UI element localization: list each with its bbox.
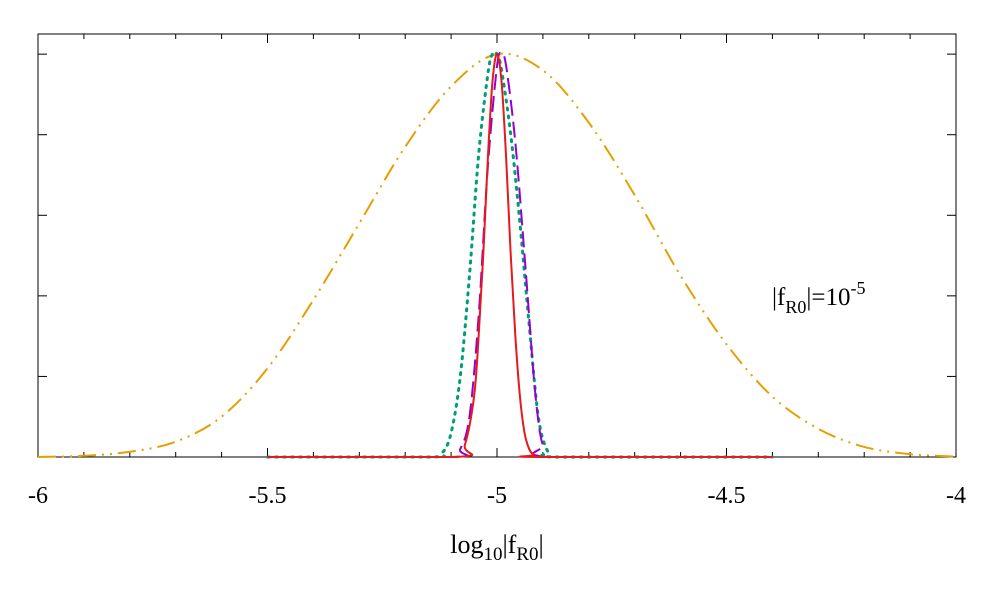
annotation-fr0: |fR0|=10-5 [772,278,865,317]
x-axis-title: log10|fR0| [450,530,544,565]
series-curve-1 [37,52,957,458]
x-tick-label: -5.5 [249,483,287,509]
x-tick-label: -4 [946,483,966,509]
tick-marks [37,34,957,457]
series-curve-2 [266,50,774,459]
x-tick-label: -5 [487,483,507,509]
series-curves [37,50,957,459]
x-tick-labels: -6 -5.5 -5 -4.5 -4 [28,483,966,509]
series-curve-4 [267,53,773,459]
x-tick-label: -4.5 [708,483,746,509]
series-curve-3 [267,52,773,459]
x-tick-label: -6 [28,483,48,509]
plot-frame [37,33,957,458]
